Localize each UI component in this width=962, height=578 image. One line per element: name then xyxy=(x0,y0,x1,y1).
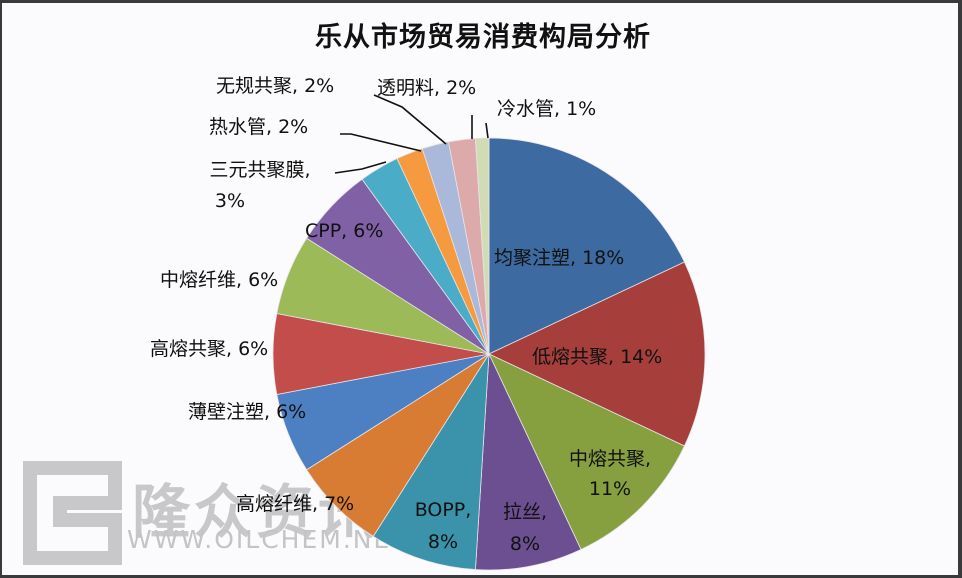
label-gaorong-gongju: 高熔共聚, 6% xyxy=(150,338,269,360)
label-zhongrong-gongju: 中熔共聚, 11% xyxy=(568,448,652,500)
label-dirong-gongju: 低熔共聚, 14% xyxy=(532,346,663,368)
pie-slice xyxy=(475,137,490,355)
leader-line xyxy=(485,122,489,139)
label-bopp: BOPP, 8% xyxy=(414,499,472,553)
label-cpp: CPP, 6% xyxy=(305,220,384,242)
label-zhongrong-xianwei: 中熔纤维, 6% xyxy=(160,269,279,291)
leader-line xyxy=(373,94,447,145)
label-reshuiguan: 热水管, 2% xyxy=(209,116,309,138)
pie-slice xyxy=(488,261,706,447)
label-wugui-gongju: 无规共聚, 2% xyxy=(216,75,335,97)
label-lasi: 拉丝, 8% xyxy=(502,501,548,555)
chart-title: 乐从市场贸易消费构局分析 xyxy=(315,22,651,53)
pie-slice xyxy=(488,353,685,550)
label-junju-zhusu: 均聚注塑, 18% xyxy=(494,247,625,269)
label-touming-liao: 透明料, 2% xyxy=(377,77,477,99)
watermark-url: WWW.OILCHEM.NET xyxy=(127,525,409,554)
label-sanyuan-gongjumo: 三元共聚膜, 3% xyxy=(209,159,311,212)
chart-frame: 乐从市场贸易消费构局分析 隆众资讯 WWW.OILCHEM.NET 均聚注塑, … xyxy=(2,3,958,575)
pie-chart xyxy=(272,94,706,571)
pie-slice xyxy=(475,353,582,571)
label-gaorong-xianwei: 高熔纤维, 7% xyxy=(236,493,355,515)
label-baobi-zhusu: 薄壁注塑, 6% xyxy=(188,401,307,423)
pie-slice xyxy=(488,137,685,355)
pie-slice xyxy=(372,353,490,570)
leader-line xyxy=(334,161,387,174)
watermark-logo-icon xyxy=(23,461,122,565)
leader-line xyxy=(340,133,422,152)
label-lengshuiguan: 冷水管, 1% xyxy=(497,98,597,120)
